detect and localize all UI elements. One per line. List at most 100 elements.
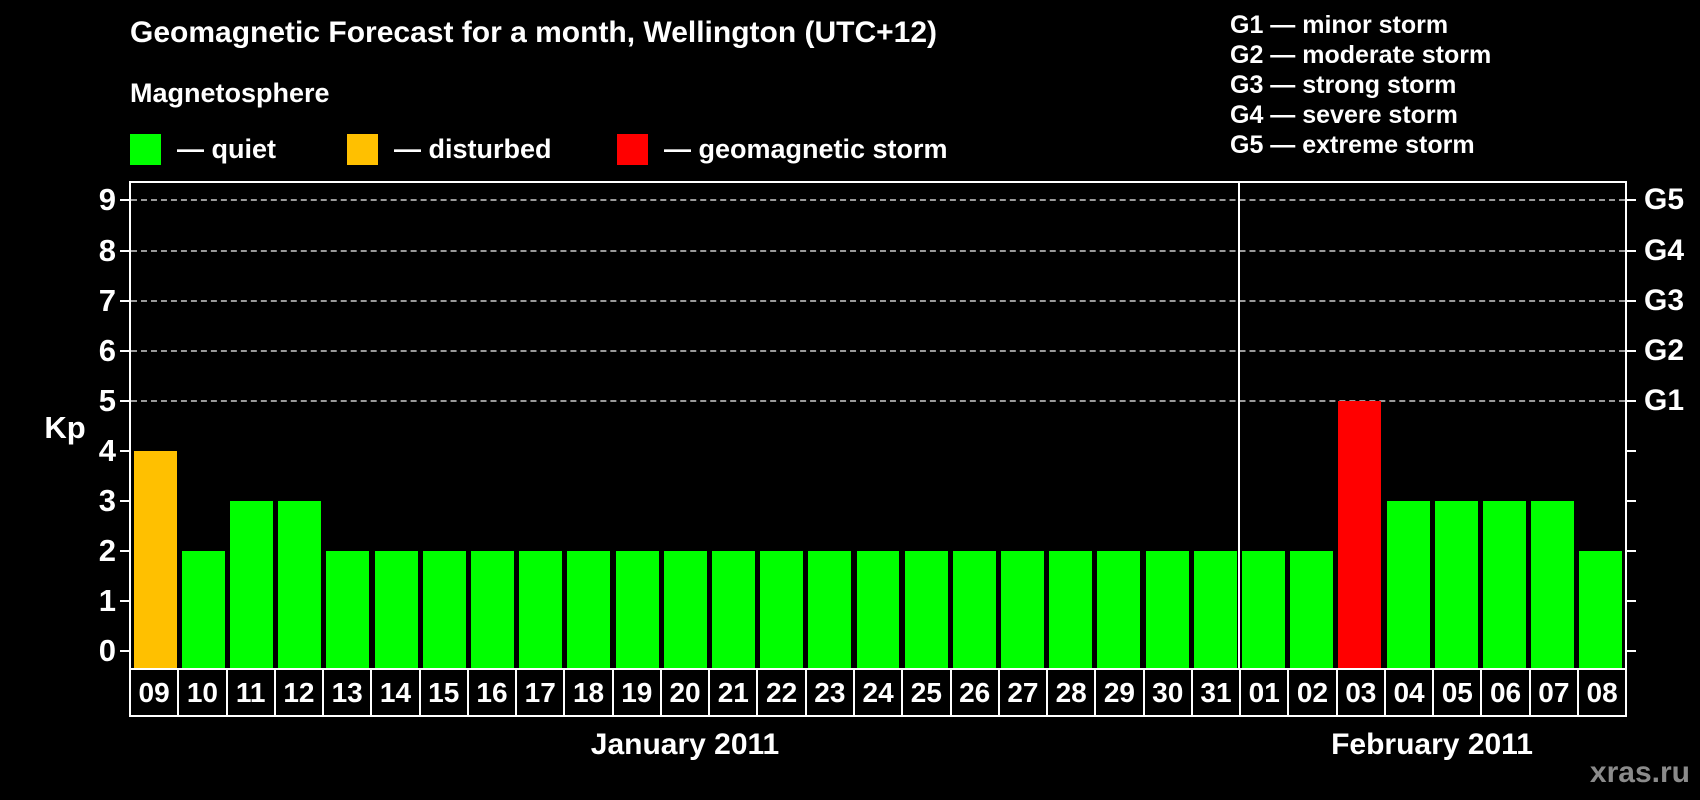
legend-label-quiet: — quiet bbox=[177, 134, 276, 164]
y-axis-tick bbox=[120, 249, 130, 252]
day-label-cell: 13 bbox=[322, 668, 373, 717]
day-label-cell: 01 bbox=[1239, 668, 1290, 717]
kp-bar bbox=[856, 550, 900, 668]
day-label-cell: 14 bbox=[370, 668, 421, 717]
day-label-cell: 12 bbox=[273, 668, 325, 717]
kp-bar bbox=[567, 550, 611, 668]
y-axis-tick bbox=[120, 499, 130, 502]
right-axis-tick bbox=[1626, 349, 1636, 352]
legend-swatch-geomagnetic-storm bbox=[617, 134, 648, 165]
day-label-cell: 10 bbox=[177, 668, 228, 717]
storm-scale-line: G2 — moderate storm bbox=[1230, 41, 1492, 69]
kp-bar bbox=[615, 550, 659, 668]
y-axis-tick bbox=[120, 449, 130, 452]
gridline-kp7 bbox=[131, 299, 1625, 302]
kp-bar bbox=[229, 500, 273, 668]
day-label-cell: 23 bbox=[804, 668, 855, 717]
day-label-cell: 20 bbox=[659, 668, 711, 717]
gridline-kp9 bbox=[131, 199, 1625, 202]
kp-bar bbox=[326, 550, 370, 668]
plot-area bbox=[129, 181, 1627, 670]
month-separator-line bbox=[1238, 183, 1241, 668]
kp-bar bbox=[133, 450, 177, 668]
y-tick-label: 6 bbox=[98, 332, 116, 368]
y-tick-label: 9 bbox=[98, 182, 116, 218]
day-label-cell: 02 bbox=[1287, 668, 1338, 717]
legend-swatch-disturbed bbox=[347, 134, 378, 165]
month-label-february: February 2011 bbox=[1331, 728, 1533, 761]
kp-bar bbox=[1434, 500, 1478, 668]
kp-bar bbox=[278, 500, 322, 668]
kp-bar bbox=[1338, 400, 1382, 668]
right-axis-tick bbox=[1626, 299, 1636, 302]
storm-scale-line: G5 — extreme storm bbox=[1230, 131, 1475, 159]
y-axis-tick bbox=[120, 399, 130, 402]
g-level-label-g1: G1 bbox=[1644, 383, 1685, 417]
y-tick-label: 3 bbox=[98, 482, 116, 518]
kp-bar bbox=[1290, 550, 1334, 668]
day-label-cell: 22 bbox=[756, 668, 807, 717]
y-axis-tick bbox=[120, 650, 130, 652]
day-label-cell: 30 bbox=[1142, 668, 1193, 717]
legend-label-disturbed: — disturbed bbox=[394, 134, 552, 164]
legend-item-quiet: — quiet bbox=[130, 133, 276, 166]
day-label-cell: 24 bbox=[852, 668, 904, 717]
kp-bar bbox=[1193, 550, 1237, 668]
y-tick-label: 5 bbox=[98, 382, 116, 418]
right-axis-tick bbox=[1626, 399, 1636, 402]
plot-inner bbox=[131, 183, 1625, 668]
y-axis-title: Kp bbox=[44, 410, 86, 445]
y-tick-label: 2 bbox=[98, 532, 116, 568]
day-label-cell: 28 bbox=[1046, 668, 1097, 717]
y-axis-tick bbox=[120, 199, 130, 202]
right-axis-tick bbox=[1626, 499, 1636, 502]
kp-bar bbox=[1145, 550, 1189, 668]
storm-scale-line: G4 — severe storm bbox=[1230, 101, 1458, 129]
day-label-cell: 15 bbox=[418, 668, 469, 717]
day-label-cell: 16 bbox=[466, 668, 518, 717]
y-tick-label: 8 bbox=[98, 232, 116, 268]
day-label-cell: 31 bbox=[1190, 668, 1242, 717]
y-axis-tick bbox=[120, 599, 130, 602]
kp-bar bbox=[760, 550, 804, 668]
right-axis-tick bbox=[1626, 549, 1636, 552]
kp-bar bbox=[904, 550, 948, 668]
kp-bar bbox=[1531, 500, 1575, 668]
y-tick-label: 7 bbox=[98, 282, 116, 318]
legend-item-disturbed: — disturbed bbox=[347, 133, 552, 166]
day-label-cell: 29 bbox=[1094, 668, 1145, 717]
kp-bar bbox=[519, 550, 563, 668]
kp-bar bbox=[1579, 550, 1623, 668]
legend-swatch-quiet bbox=[130, 134, 161, 165]
y-axis-tick bbox=[120, 349, 130, 352]
kp-bar bbox=[1386, 500, 1430, 668]
y-axis-tick bbox=[120, 299, 130, 302]
kp-bar bbox=[808, 550, 852, 668]
right-axis-tick bbox=[1626, 650, 1636, 652]
day-label-cell: 26 bbox=[949, 668, 1000, 717]
day-label-cell: 05 bbox=[1432, 668, 1483, 717]
kp-bar bbox=[374, 550, 418, 668]
day-label-cell: 07 bbox=[1528, 668, 1579, 717]
day-label-cell: 18 bbox=[563, 668, 614, 717]
kp-bar bbox=[1483, 500, 1526, 668]
day-label-cell: 25 bbox=[901, 668, 952, 717]
y-tick-label: 1 bbox=[98, 582, 116, 618]
watermark: xras.ru bbox=[1589, 756, 1690, 789]
kp-bar bbox=[1097, 550, 1141, 668]
kp-bar bbox=[1049, 550, 1093, 668]
day-label-cell: 11 bbox=[225, 668, 276, 717]
g-level-label-g3: G3 bbox=[1644, 283, 1685, 317]
storm-scale-legend: G1 — minor storm G2 — moderate storm G3 — … bbox=[1230, 10, 1491, 160]
month-label-january: January 2011 bbox=[590, 728, 780, 761]
kp-bar bbox=[952, 550, 996, 668]
day-label-cell: 08 bbox=[1576, 668, 1628, 717]
right-axis-tick bbox=[1626, 449, 1636, 452]
kp-bar bbox=[422, 550, 466, 668]
y-axis-tick bbox=[120, 549, 130, 552]
kp-bar bbox=[711, 550, 755, 668]
chart-title: Geomagnetic Forecast for a month, Wellin… bbox=[130, 16, 938, 49]
day-label-cell: 27 bbox=[997, 668, 1049, 717]
gridline-kp5 bbox=[131, 399, 1625, 402]
